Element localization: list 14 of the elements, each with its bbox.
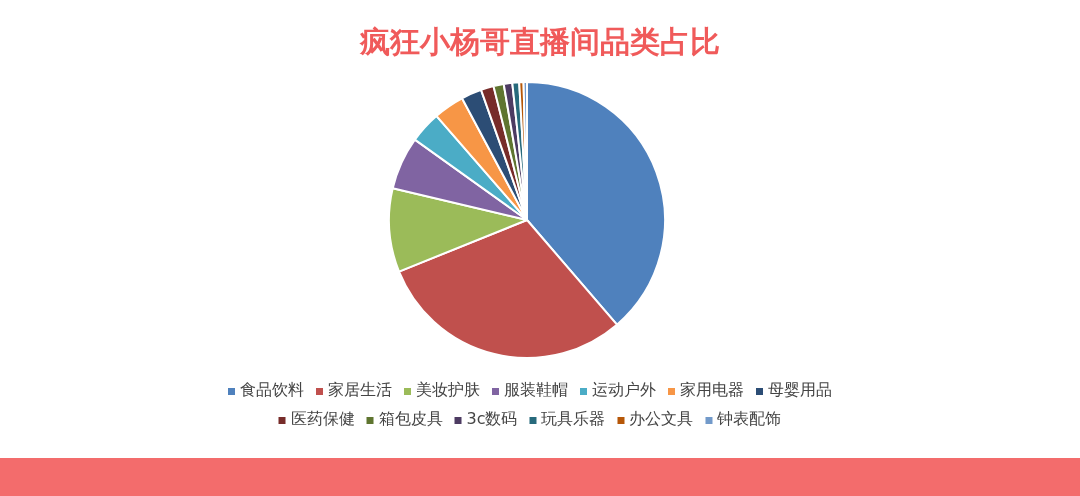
legend-label: 服装鞋帽: [504, 380, 568, 399]
legend-label: 家居生活: [328, 380, 392, 399]
legend-label: 美妆护肤: [416, 380, 480, 399]
chart-title: 疯狂小杨哥直播间品类占比: [359, 24, 720, 59]
legend-label: 玩具乐器: [541, 409, 606, 428]
legend-label: 箱包皮具: [378, 409, 443, 428]
legend-label: 办公文具: [629, 409, 694, 428]
legend-label: 母婴用品: [768, 380, 832, 399]
legend-label: 医药保健: [290, 409, 355, 428]
legend-label: 食品饮料: [240, 380, 304, 399]
legend-label: 运动户外: [592, 380, 656, 399]
legend-label: 钟表配饰: [716, 409, 782, 428]
legend-label: 家用电器: [680, 380, 744, 399]
legend-label: 3c数码: [466, 409, 518, 428]
